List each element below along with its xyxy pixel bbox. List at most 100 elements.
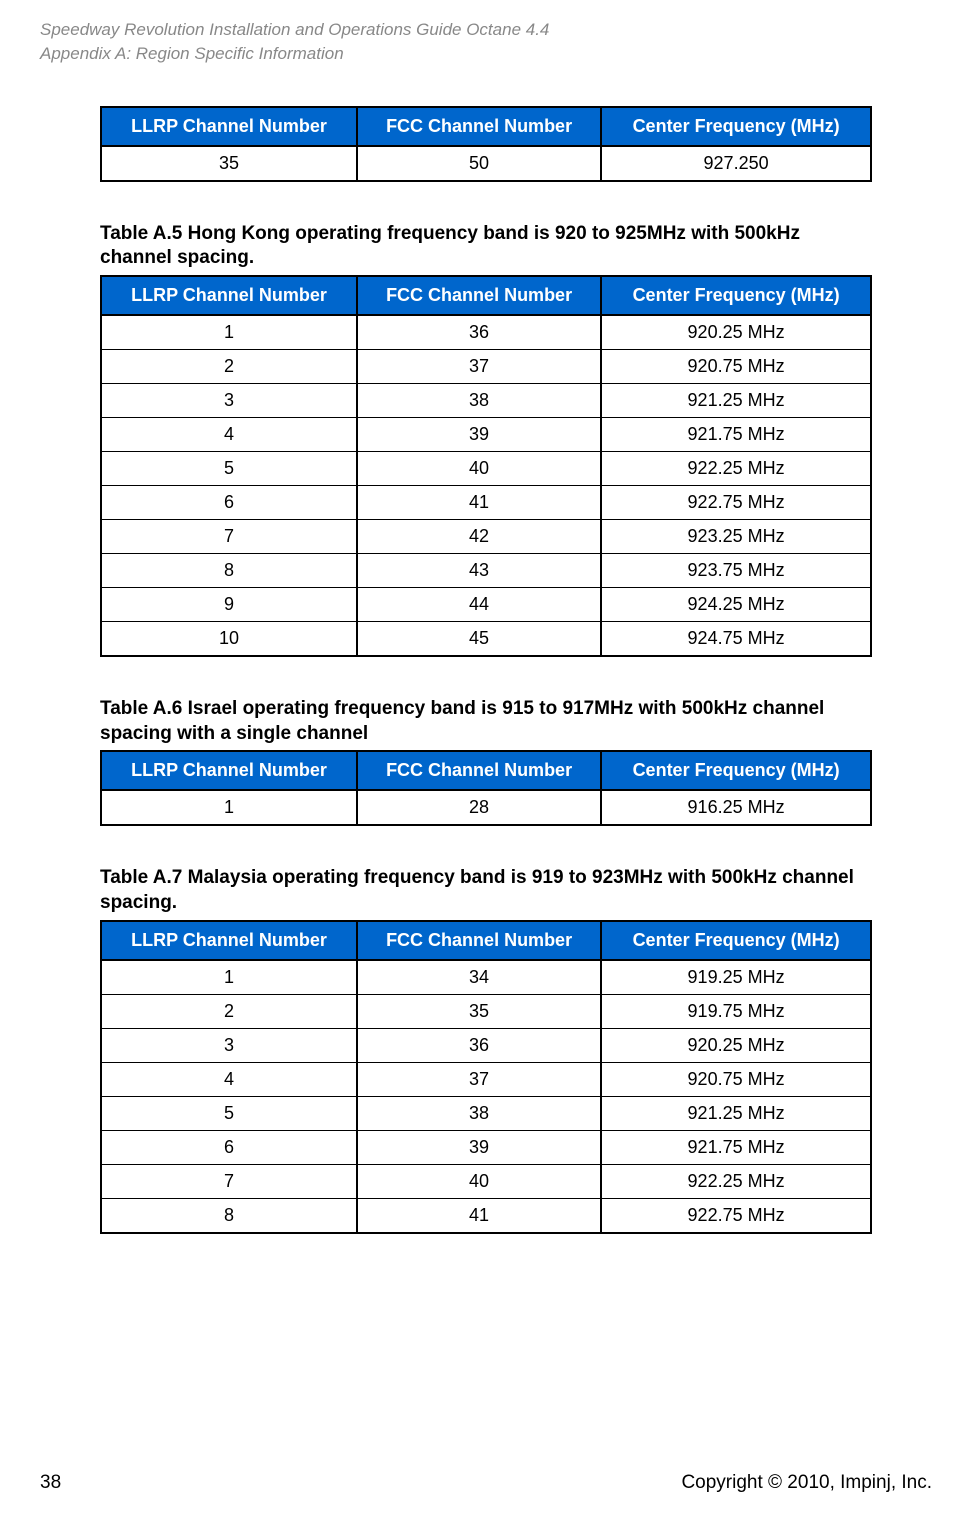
table-row: 338921.25 MHz xyxy=(101,383,871,417)
table-cell: 1 xyxy=(101,960,357,995)
page-number: 38 xyxy=(40,1472,61,1494)
table-cell: 2 xyxy=(101,349,357,383)
table-cell: 920.75 MHz xyxy=(601,1062,871,1096)
table-cell: 5 xyxy=(101,1096,357,1130)
table-row: 742923.25 MHz xyxy=(101,519,871,553)
table-cell: 10 xyxy=(101,621,357,656)
col-header-fcc: FCC Channel Number xyxy=(357,107,601,146)
table-cell: 43 xyxy=(357,553,601,587)
table-cell: 7 xyxy=(101,519,357,553)
table-body: 3550927.250 xyxy=(101,146,871,181)
col-header-fcc: FCC Channel Number xyxy=(357,751,601,790)
table-cell: 921.25 MHz xyxy=(601,1096,871,1130)
col-header-freq: Center Frequency (MHz) xyxy=(601,751,871,790)
table-row: 841922.75 MHz xyxy=(101,1198,871,1233)
table-cell: 9 xyxy=(101,587,357,621)
table-cell: 6 xyxy=(101,485,357,519)
table-row: 944924.25 MHz xyxy=(101,587,871,621)
col-header-llrp: LLRP Channel Number xyxy=(101,751,357,790)
col-header-fcc: FCC Channel Number xyxy=(357,921,601,960)
table-cell: 3 xyxy=(101,383,357,417)
table-cell: 7 xyxy=(101,1164,357,1198)
table-cell: 923.75 MHz xyxy=(601,553,871,587)
table-cell: 4 xyxy=(101,417,357,451)
table-row: 641922.75 MHz xyxy=(101,485,871,519)
table-cell: 6 xyxy=(101,1130,357,1164)
table-cell: 916.25 MHz xyxy=(601,790,871,825)
table-row: 134919.25 MHz xyxy=(101,960,871,995)
table-row: 538921.25 MHz xyxy=(101,1096,871,1130)
table-cell: 41 xyxy=(357,485,601,519)
table-cell: 4 xyxy=(101,1062,357,1096)
col-header-fcc: FCC Channel Number xyxy=(357,276,601,315)
table-cell: 927.250 xyxy=(601,146,871,181)
table-cell: 38 xyxy=(357,1096,601,1130)
table-row: 1045924.75 MHz xyxy=(101,621,871,656)
table-cell: 44 xyxy=(357,587,601,621)
table-a5: LLRP Channel Number FCC Channel Number C… xyxy=(100,275,872,657)
table-cell: 922.75 MHz xyxy=(601,1198,871,1233)
table-cell: 39 xyxy=(357,1130,601,1164)
table-cell: 40 xyxy=(357,451,601,485)
table-cell: 34 xyxy=(357,960,601,995)
table-cell: 40 xyxy=(357,1164,601,1198)
table-cell: 5 xyxy=(101,451,357,485)
table-continuation: LLRP Channel Number FCC Channel Number C… xyxy=(100,106,872,182)
col-header-freq: Center Frequency (MHz) xyxy=(601,107,871,146)
table-cell: 923.25 MHz xyxy=(601,519,871,553)
col-header-freq: Center Frequency (MHz) xyxy=(601,921,871,960)
table-cell: 38 xyxy=(357,383,601,417)
table-cell: 37 xyxy=(357,349,601,383)
table-row: 439921.75 MHz xyxy=(101,417,871,451)
table-a6: LLRP Channel Number FCC Channel Number C… xyxy=(100,750,872,826)
table-cell: 919.25 MHz xyxy=(601,960,871,995)
doc-subtitle: Appendix A: Region Specific Information xyxy=(40,42,932,66)
table-cell: 2 xyxy=(101,994,357,1028)
table-cell: 921.25 MHz xyxy=(601,383,871,417)
table-cell: 920.25 MHz xyxy=(601,1028,871,1062)
table-row: 639921.75 MHz xyxy=(101,1130,871,1164)
table-cell: 8 xyxy=(101,1198,357,1233)
table-row: 235919.75 MHz xyxy=(101,994,871,1028)
table-cell: 41 xyxy=(357,1198,601,1233)
table-cell: 35 xyxy=(101,146,357,181)
copyright-text: Copyright © 2010, Impinj, Inc. xyxy=(681,1472,932,1494)
table-body: 128916.25 MHz xyxy=(101,790,871,825)
table-row: 136920.25 MHz xyxy=(101,315,871,350)
col-header-llrp: LLRP Channel Number xyxy=(101,107,357,146)
table-cell: 36 xyxy=(357,1028,601,1062)
table-cell: 28 xyxy=(357,790,601,825)
col-header-llrp: LLRP Channel Number xyxy=(101,276,357,315)
table-row: 540922.25 MHz xyxy=(101,451,871,485)
table-cell: 922.25 MHz xyxy=(601,1164,871,1198)
table-cell: 920.25 MHz xyxy=(601,315,871,350)
table-cell: 920.75 MHz xyxy=(601,349,871,383)
page-header: Speedway Revolution Installation and Ope… xyxy=(0,0,972,66)
table-cell: 922.75 MHz xyxy=(601,485,871,519)
table-cell: 924.25 MHz xyxy=(601,587,871,621)
table-caption-a6: Table A.6 Israel operating frequency ban… xyxy=(100,697,872,746)
table-cell: 921.75 MHz xyxy=(601,417,871,451)
table-row: 437920.75 MHz xyxy=(101,1062,871,1096)
doc-title: Speedway Revolution Installation and Ope… xyxy=(40,18,932,42)
page-content: LLRP Channel Number FCC Channel Number C… xyxy=(0,66,972,1234)
table-row: 740922.25 MHz xyxy=(101,1164,871,1198)
table-body: 136920.25 MHz237920.75 MHz338921.25 MHz4… xyxy=(101,315,871,656)
table-row: 128916.25 MHz xyxy=(101,790,871,825)
table-cell: 3 xyxy=(101,1028,357,1062)
table-cell: 45 xyxy=(357,621,601,656)
table-cell: 921.75 MHz xyxy=(601,1130,871,1164)
table-cell: 922.25 MHz xyxy=(601,451,871,485)
table-row: 336920.25 MHz xyxy=(101,1028,871,1062)
page-footer: 38 Copyright © 2010, Impinj, Inc. xyxy=(40,1472,932,1494)
table-caption-a7: Table A.7 Malaysia operating frequency b… xyxy=(100,866,872,915)
table-caption-a5: Table A.5 Hong Kong operating frequency … xyxy=(100,222,872,271)
table-cell: 1 xyxy=(101,790,357,825)
col-header-freq: Center Frequency (MHz) xyxy=(601,276,871,315)
table-cell: 42 xyxy=(357,519,601,553)
table-cell: 919.75 MHz xyxy=(601,994,871,1028)
table-row: 843923.75 MHz xyxy=(101,553,871,587)
table-cell: 37 xyxy=(357,1062,601,1096)
table-cell: 36 xyxy=(357,315,601,350)
table-cell: 39 xyxy=(357,417,601,451)
